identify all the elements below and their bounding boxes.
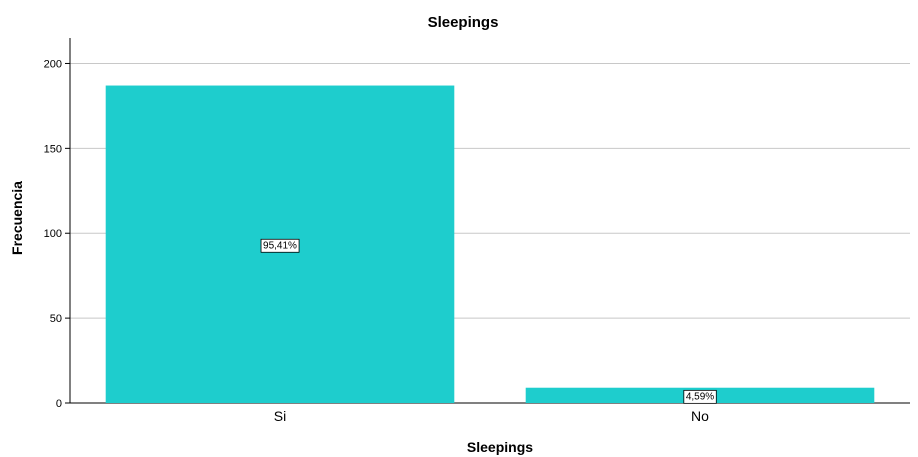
data-label-text: 4,59% bbox=[686, 391, 714, 402]
y-tick-label: 100 bbox=[44, 228, 62, 240]
bars bbox=[105, 85, 875, 403]
data-labels: 95,41% 4,59% bbox=[260, 238, 717, 404]
y-axis-label: Frecuencia bbox=[9, 181, 25, 255]
chart-title: Sleepings bbox=[428, 14, 499, 31]
data-label-box bbox=[683, 389, 717, 404]
data-label: 95,41% bbox=[260, 238, 300, 253]
data-label: 4,59% bbox=[683, 389, 717, 404]
data-label-box bbox=[260, 238, 300, 253]
y-tick-label: 200 bbox=[44, 58, 62, 70]
data-label-text: 95,41% bbox=[263, 240, 297, 251]
y-tick-label: 50 bbox=[50, 313, 62, 325]
x-tick-label: Si bbox=[274, 408, 286, 424]
x-axis-label: Sleepings bbox=[467, 439, 533, 455]
y-tick-label: 150 bbox=[44, 143, 62, 155]
y-tick-label: 0 bbox=[56, 398, 62, 410]
axes: 0 50 100 150 200 Si No bbox=[44, 38, 910, 424]
x-tick-label: No bbox=[691, 408, 709, 424]
